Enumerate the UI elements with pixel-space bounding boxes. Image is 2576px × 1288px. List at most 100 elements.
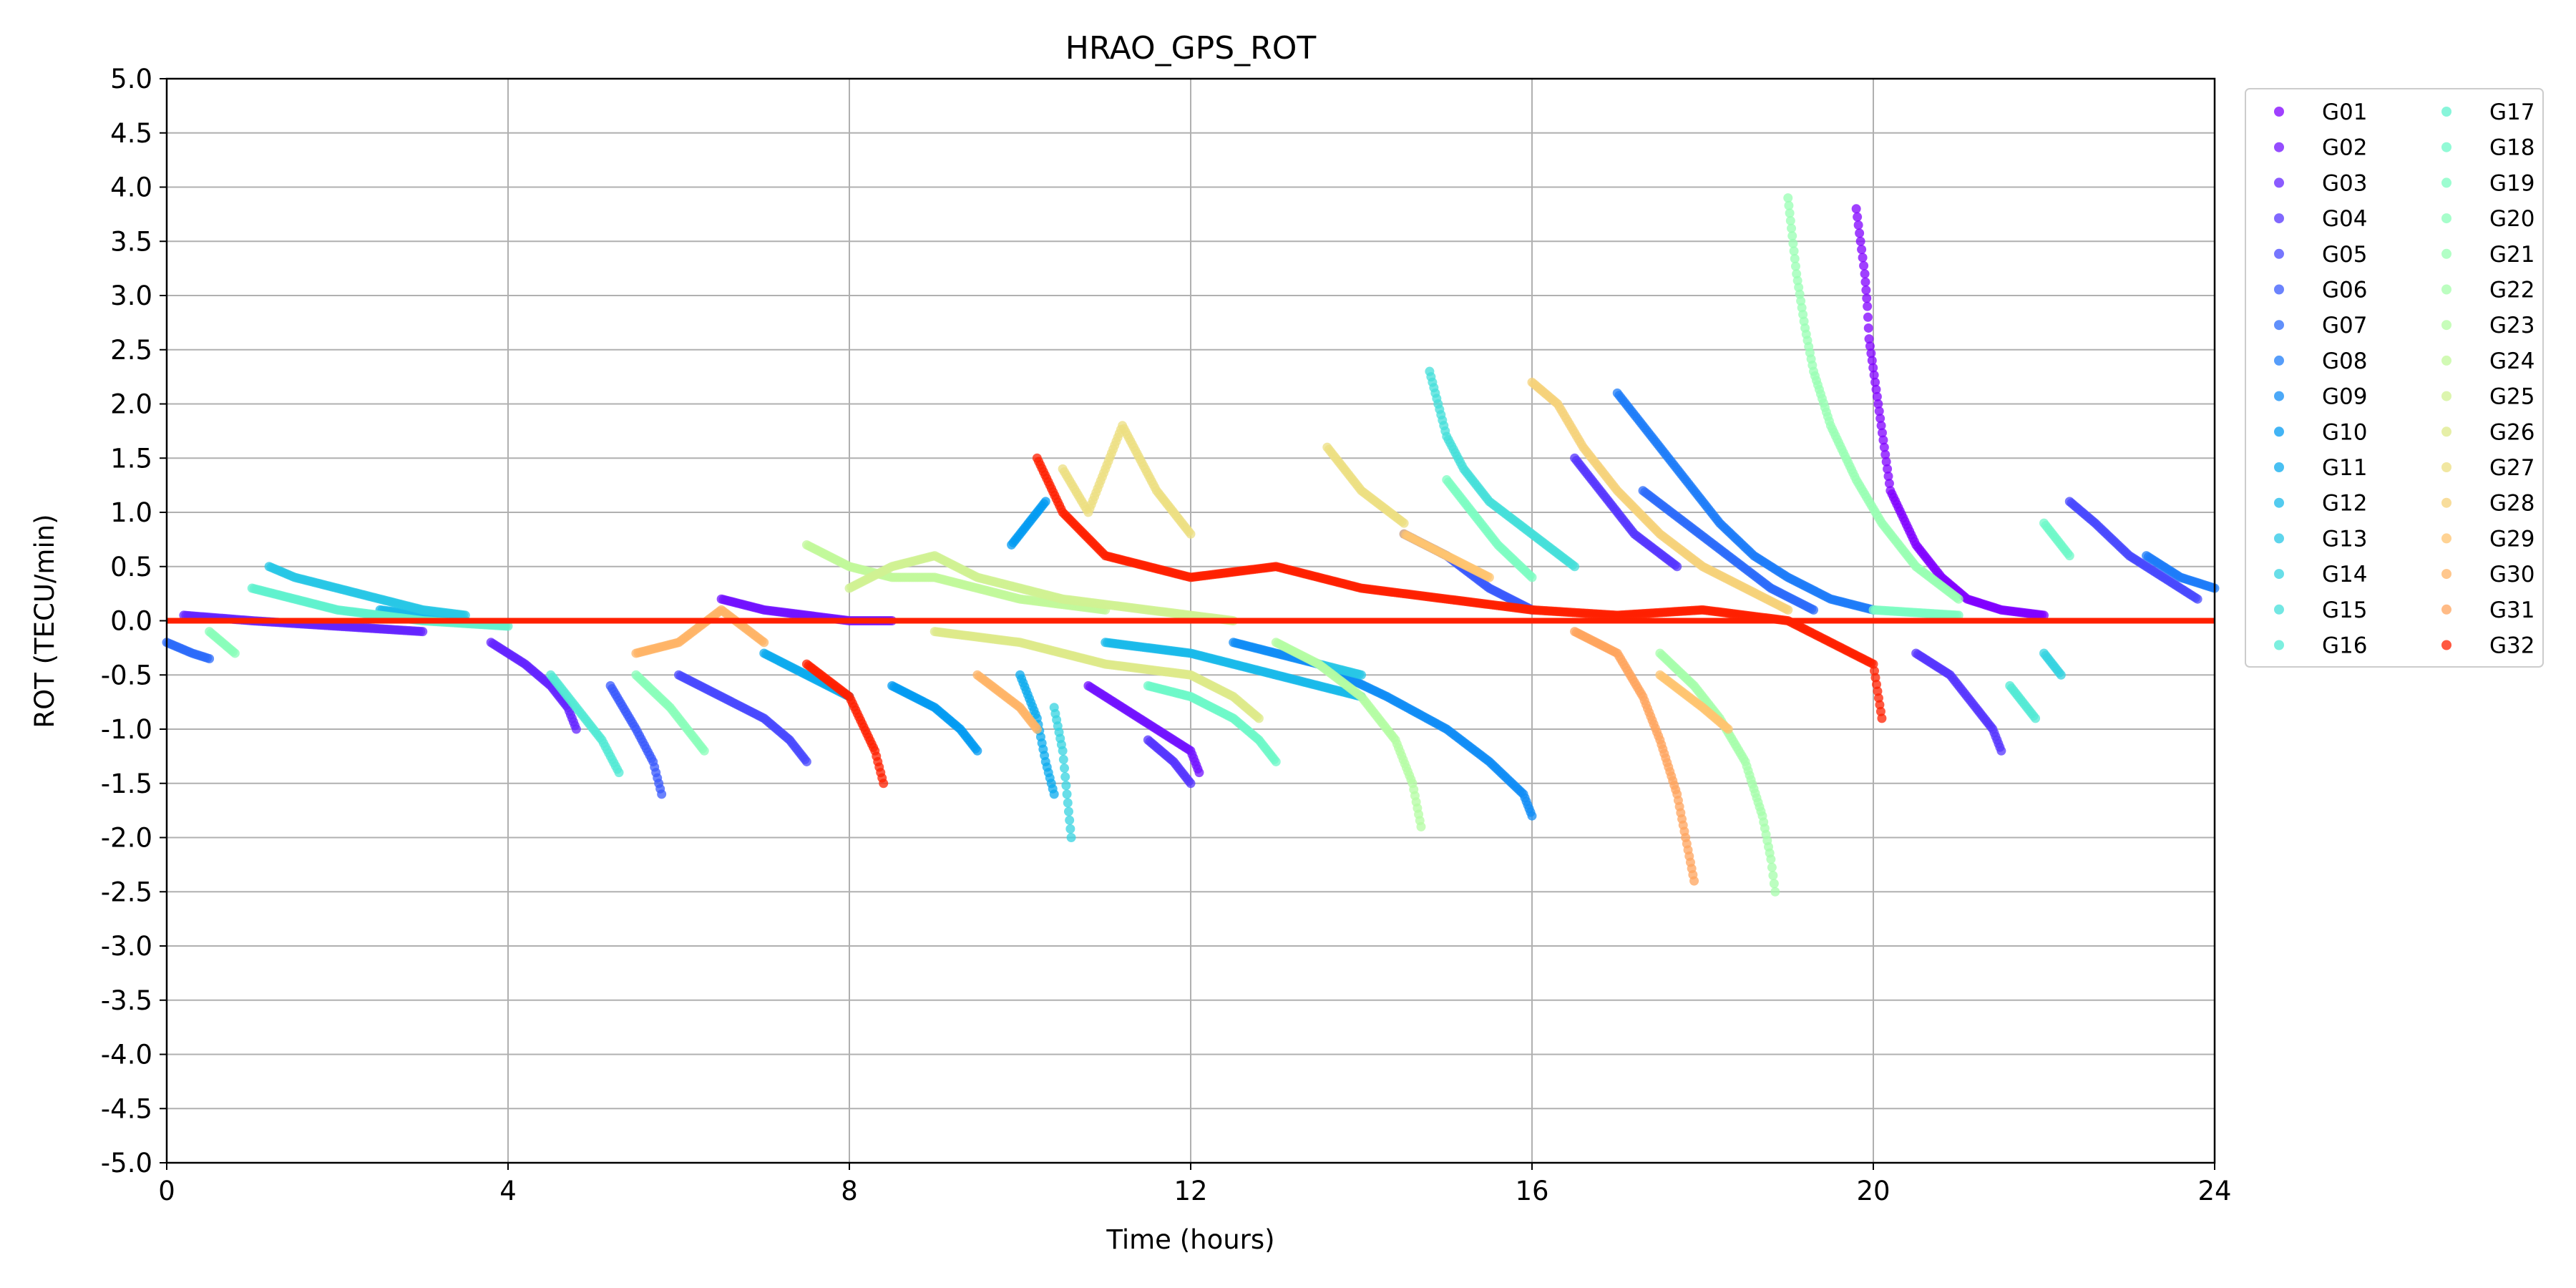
legend-entry: G10	[2274, 419, 2367, 445]
legend-entry: G15	[2274, 597, 2367, 623]
data-point	[1066, 833, 1076, 842]
legend-label: G05	[2322, 242, 2367, 268]
legend-label: G01	[2322, 99, 2367, 125]
legend-marker	[2274, 569, 2284, 580]
legend-marker	[2274, 284, 2284, 295]
data-point	[230, 648, 240, 658]
legend-marker	[2274, 320, 2284, 331]
legend-entry: G18	[2441, 135, 2534, 161]
legend-marker	[2441, 177, 2451, 188]
legend-marker	[2274, 107, 2284, 117]
legend-entry: G20	[2441, 206, 2534, 232]
chart-title: HRAO_GPS_ROT	[1065, 30, 1317, 67]
series-g30	[631, 605, 1042, 734]
legend-label: G28	[2489, 491, 2534, 517]
y-tick-label: -5.0	[101, 1148, 152, 1179]
data-point	[1875, 414, 1885, 424]
legend-label: G30	[2489, 562, 2534, 587]
data-point	[1857, 245, 1867, 255]
legend-marker	[2274, 497, 2284, 508]
legend-label: G15	[2322, 597, 2367, 623]
legend-label: G32	[2489, 633, 2534, 659]
data-point	[1065, 815, 1075, 825]
data-point	[1063, 798, 1073, 808]
legend-entry: G11	[2274, 455, 2367, 481]
y-tick-label: 1.5	[110, 443, 152, 474]
legend-label: G27	[2489, 455, 2534, 481]
data-point	[1032, 724, 1042, 734]
data-point	[1855, 228, 1865, 238]
legend-entry: G17	[2441, 99, 2534, 125]
x-tick-label: 16	[1515, 1176, 1548, 1206]
y-tick-label: -0.5	[101, 660, 152, 691]
legend-label: G25	[2489, 384, 2534, 410]
data-point	[614, 768, 624, 778]
legend-label: G31	[2489, 597, 2534, 623]
legend-label: G02	[2322, 135, 2367, 161]
y-tick-label: -3.5	[101, 985, 152, 1016]
y-tick-label: 4.5	[110, 118, 152, 149]
legend-label: G12	[2322, 491, 2367, 517]
data-point	[1809, 605, 1819, 615]
legend-entry: G06	[2274, 278, 2367, 303]
legend-label: G16	[2322, 633, 2367, 659]
data-point	[1996, 746, 2006, 756]
y-tick-label: 5.0	[110, 64, 152, 94]
data-point	[1876, 421, 1886, 431]
data-point	[1570, 562, 1580, 572]
y-axis-ticks: -5.0 -4.5 -4.0 -3.5 -3.0 -2.5 -2.0 -1.5 -1.0 -0.5…	[101, 64, 167, 1179]
legend-marker	[2441, 604, 2451, 615]
data-point	[1768, 871, 1778, 881]
y-tick-label: -4.0	[101, 1040, 152, 1070]
legend-entry: G30	[2441, 562, 2534, 587]
y-tick-label: 1.0	[110, 497, 152, 528]
y-tick-label: -3.0	[101, 931, 152, 962]
legend-marker	[2441, 213, 2451, 224]
data-point	[1770, 887, 1780, 897]
y-tick-label: 2.5	[110, 335, 152, 366]
data-point	[1689, 876, 1699, 886]
series-g31	[1570, 627, 1699, 886]
data-point	[1060, 763, 1070, 774]
legend-entry: G03	[2274, 170, 2367, 196]
data-point	[1788, 238, 1798, 248]
data-point	[1416, 821, 1426, 831]
legend-marker	[2274, 391, 2284, 401]
data-point	[1357, 670, 1366, 680]
data-point	[1870, 377, 1880, 387]
y-axis-label: ROT (TECU/min)	[29, 514, 60, 728]
legend-entry: G24	[2441, 348, 2534, 374]
x-tick-label: 24	[2197, 1176, 2231, 1206]
data-point	[1783, 193, 1793, 203]
legend-entry: G29	[2441, 526, 2534, 552]
y-tick-label: 3.0	[110, 280, 152, 311]
legend-label: G04	[2322, 206, 2367, 232]
legend-label: G13	[2322, 526, 2367, 552]
legend-entry: G31	[2441, 597, 2534, 623]
legend-label: G14	[2322, 562, 2367, 587]
legend-entry: G23	[2441, 313, 2534, 338]
data-point	[1953, 594, 1963, 604]
data-point	[1860, 269, 1870, 279]
legend-label: G17	[2489, 99, 2534, 125]
data-point	[1527, 811, 1537, 821]
legend-entry: G14	[2274, 562, 2367, 587]
data-point	[1254, 713, 1264, 723]
legend-label: G09	[2322, 384, 2367, 410]
data-point	[1723, 724, 1733, 734]
legend-entry: G26	[2441, 419, 2534, 445]
legend-marker	[2274, 142, 2284, 152]
data-point	[1863, 323, 1873, 333]
legend-label: G07	[2322, 313, 2367, 338]
x-tick-label: 12	[1174, 1176, 1207, 1206]
y-tick-label: 4.0	[110, 172, 152, 203]
legend-marker	[2441, 355, 2451, 366]
data-point	[1061, 781, 1071, 791]
data-point	[1058, 746, 1068, 756]
series-g13	[264, 562, 1366, 680]
legend: G01 G02 G03 G04 G05 G06 G07 G08 G09 G10 G11 G12 G13 G…	[2245, 88, 2544, 668]
data-point	[1860, 277, 1870, 287]
legend-entry: G27	[2441, 455, 2534, 481]
data-point	[1194, 768, 1204, 778]
data-point	[2031, 713, 2041, 723]
